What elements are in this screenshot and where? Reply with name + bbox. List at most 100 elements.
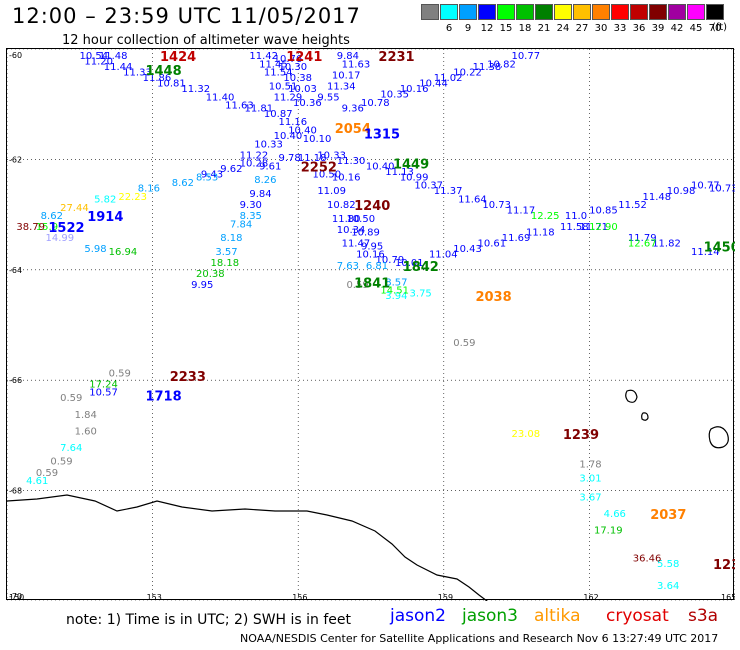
swh-value: 8.18	[220, 233, 242, 244]
swh-value: 8.35	[240, 211, 262, 222]
island-3	[708, 426, 729, 449]
scale-swatch	[440, 4, 458, 20]
swh-value: 10.77	[511, 51, 540, 62]
swh-value: 7.84	[230, 219, 252, 230]
swh-value: 11.42	[249, 51, 278, 62]
swh-value: 10.16	[400, 84, 429, 95]
scale-label: 70	[708, 23, 722, 34]
swh-value: 0.59	[346, 280, 368, 291]
swh-value: 11.47	[342, 239, 371, 250]
swh-value: 10.43	[453, 244, 482, 255]
page-title: 12:00 – 23:59 UTC 11/05/2017	[12, 4, 361, 28]
swh-value: 0.59	[60, 393, 82, 404]
swh-value: 11.18	[298, 153, 327, 164]
swh-value: 4.61	[26, 476, 48, 487]
swh-value: 10.85	[589, 206, 618, 217]
swh-value: 27.44	[60, 203, 89, 214]
swh-value: 10.51	[269, 81, 298, 92]
scale-label: 15	[499, 23, 513, 34]
footer-note: note: 1) Time is in UTC; 2) SWH is in fe…	[66, 612, 352, 628]
scale-swatch	[478, 4, 496, 20]
swh-value: 10.40	[288, 126, 317, 137]
swh-value: 11.17	[507, 206, 536, 217]
scale-label: 39	[651, 23, 665, 34]
swh-value: 11.54	[264, 68, 293, 79]
swh-value: 10.98	[667, 186, 696, 197]
pass-time-label: 1449	[393, 158, 429, 173]
antarctic-coastline	[6, 494, 488, 602]
swh-value: 8.53	[196, 172, 218, 183]
pass-time-label: 2231	[378, 50, 414, 65]
lat-tick-label: -70	[9, 592, 22, 601]
pass-time-label: 1241	[286, 50, 322, 65]
swh-value: 10.99	[400, 172, 429, 183]
scale-swatch	[497, 4, 515, 20]
swh-value: 3.64	[657, 581, 679, 592]
swh-value: 23.08	[511, 429, 540, 440]
scale-label: 6	[445, 23, 453, 34]
pass-time-label: 1841	[354, 276, 390, 291]
swh-value: 10.61	[477, 239, 506, 250]
map-canvas: 10.5411.4811.2011.4411.3311.8610.8111.32…	[6, 48, 740, 602]
swh-value: 9.61	[259, 161, 281, 172]
scale-label: 42	[670, 23, 684, 34]
swh-value: 11.86	[143, 73, 172, 84]
swh-value: 11.09	[317, 186, 346, 197]
scale-swatch	[421, 4, 439, 20]
swh-value: 11.34	[327, 81, 356, 92]
swh-value: 10.38	[283, 73, 312, 84]
swh-value: 3.01	[579, 473, 601, 484]
swh-value: 10.44	[419, 79, 448, 90]
swh-value: 0.59	[109, 368, 131, 379]
swh-value: 9.36	[342, 103, 364, 114]
swh-value: 9.78	[278, 153, 300, 164]
pass-time-label: 1914	[87, 210, 123, 225]
wave-height-observations: 10.5411.4811.2011.4411.3311.8610.8111.32…	[16, 51, 737, 592]
scale-label: 33	[613, 23, 627, 34]
swh-value: 10.87	[264, 109, 293, 120]
swh-value: 10.79	[376, 255, 405, 266]
coastline	[6, 389, 729, 602]
scale-label: 18	[518, 23, 532, 34]
swh-value: 17.19	[594, 526, 623, 537]
swh-value: 6.81	[366, 261, 388, 272]
lon-tick-label: 153	[147, 593, 162, 601]
island-1	[625, 389, 638, 403]
swh-value: 10.76	[274, 54, 303, 65]
lon-tick-label: 150	[9, 593, 24, 601]
swh-value: 10.50	[346, 214, 375, 225]
swh-value: 22.23	[118, 192, 147, 203]
swh-value: 11.32	[181, 84, 210, 95]
swh-value: 0.59	[50, 457, 72, 468]
pass-time-label: 1522	[48, 221, 84, 236]
lon-tick-label: 162	[583, 593, 598, 601]
swh-value: 11.63	[342, 59, 371, 70]
scale-label: 30	[594, 23, 608, 34]
swh-value: 8.26	[254, 175, 276, 186]
swh-value: 16.94	[109, 247, 138, 258]
swh-value: 11.71	[579, 222, 608, 233]
swh-value: 9.30	[240, 200, 262, 211]
swh-value: 10.40	[274, 131, 303, 142]
swh-value: 11.45	[259, 59, 288, 70]
swh-value: 8.62	[172, 178, 194, 189]
swh-value: 0.59	[453, 338, 475, 349]
lon-tick-label: 159	[438, 593, 453, 601]
scale-swatch	[611, 4, 629, 20]
map-frame: 10.54 11.48 11.20 11.44 11.33 11.86 10.81 11.32…	[6, 48, 740, 602]
pass-time-label: 1448	[145, 64, 181, 79]
pass-time-label: 2037	[650, 508, 686, 523]
swh-value: 36.46	[633, 553, 662, 564]
scale-label: 21	[537, 23, 551, 34]
swh-value: 12.90	[589, 222, 618, 233]
pass-time-label: 2054	[335, 122, 371, 137]
swh-value: 1.60	[75, 426, 97, 437]
scale-swatch	[554, 4, 572, 20]
swh-value: 10.78	[361, 98, 390, 109]
island-2	[641, 412, 649, 421]
swh-value: 0.59	[36, 468, 58, 479]
swh-value: 11.52	[618, 200, 647, 211]
pass-time-label: 1842	[403, 260, 439, 275]
swh-value: 9.95	[191, 280, 213, 291]
